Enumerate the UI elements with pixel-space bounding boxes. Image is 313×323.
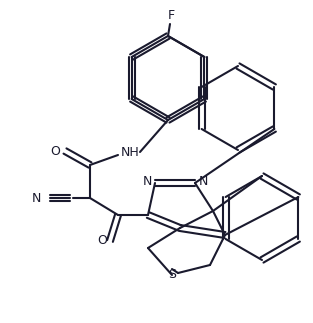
Text: N: N bbox=[31, 192, 41, 204]
Text: F: F bbox=[167, 9, 175, 22]
Text: NH: NH bbox=[121, 145, 139, 159]
Text: O: O bbox=[97, 234, 107, 247]
Text: O: O bbox=[50, 144, 60, 158]
Text: S: S bbox=[168, 268, 176, 282]
Text: N: N bbox=[142, 174, 152, 187]
Text: N: N bbox=[198, 174, 208, 187]
